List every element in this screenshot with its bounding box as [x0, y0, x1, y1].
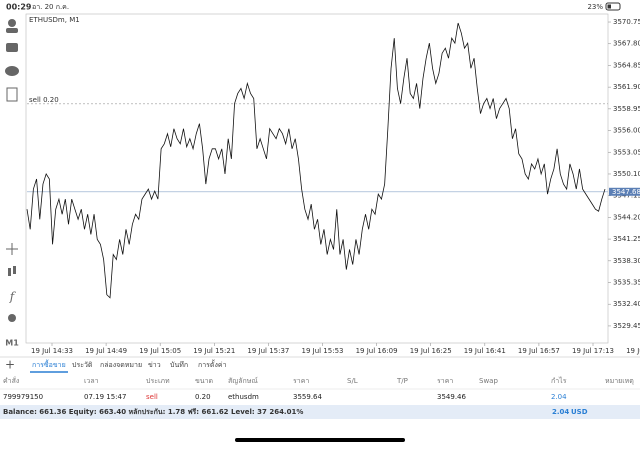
x-tick-label: 19 Jul 17:13 [572, 347, 614, 355]
icon-account-body [6, 28, 18, 33]
icon-crosshair[interactable] [6, 243, 18, 255]
x-tick-label: 19 Jul 14:33 [31, 347, 73, 355]
date: อา. 20 ก.ค. [32, 3, 69, 11]
bid-label: 3547.68 [612, 188, 640, 196]
cell: 3549.46 [437, 393, 466, 401]
column-header: ราคา [437, 377, 453, 385]
icon-trade[interactable] [6, 43, 18, 52]
x-tick-label: 19 Jul 15:37 [247, 347, 289, 355]
column-header: ขนาด [195, 377, 213, 385]
home-indicator [235, 438, 405, 442]
x-tick-label: 19 Jul 16:09 [356, 347, 398, 355]
bid-tag [609, 187, 640, 196]
y-tick-label: 3553.05 [613, 148, 640, 156]
account-summary: Balance: 661.36 Equity: 663.40 หลักประกั… [3, 408, 303, 416]
icon-chat[interactable] [5, 66, 19, 76]
column-header: Swap [479, 377, 498, 385]
plot-frame [25, 13, 609, 344]
price-line [26, 22, 606, 299]
y-tick-label: 3544.20 [613, 213, 640, 221]
x-tick-label: 19 Jul 16:25 [410, 347, 452, 355]
tab[interactable]: กล่องจดหมาย [100, 361, 142, 369]
footer-currency: USD [571, 408, 588, 416]
y-tick-label: 3556.00 [613, 127, 640, 135]
icon-account[interactable] [8, 19, 16, 27]
tab[interactable]: การซื้อขาย [32, 358, 66, 369]
y-tick-label: 3570.75 [613, 18, 640, 26]
column-header: เวลา [84, 377, 99, 385]
y-tick-label: 3564.85 [613, 61, 640, 69]
y-tick-label: 3541.25 [613, 235, 640, 243]
column-header: ราคา [293, 377, 309, 385]
cell: sell [146, 393, 158, 401]
icon-new[interactable] [6, 87, 18, 102]
icon-candles-2 [13, 266, 16, 274]
footer-bar [0, 405, 640, 419]
battery-text: 23% [587, 3, 603, 11]
y-tick-label: 3538.30 [613, 257, 640, 265]
column-header: ประเภท [146, 377, 170, 385]
icon-candles[interactable] [8, 268, 11, 276]
x-tick-label: 19 Jul 14:49 [85, 347, 127, 355]
column-header: กำไร [551, 376, 567, 385]
tab[interactable]: ข่าว [148, 361, 161, 369]
y-tick-label: 3535.35 [613, 279, 640, 287]
icon-objects[interactable] [8, 314, 16, 322]
battery-icon [605, 2, 621, 11]
x-tick-label: 19 Jul 15:53 [302, 347, 344, 355]
x-tick-label: 19 Jul 15:05 [139, 347, 181, 355]
x-tick-label: 19 Jul 16:41 [464, 347, 506, 355]
tab[interactable]: บันทึก [170, 360, 188, 369]
y-tick-label: 3558.95 [613, 105, 640, 113]
x-tick-label: 19 Jul 17:29 [626, 347, 640, 355]
clock: 00:29 [6, 3, 32, 12]
cell: ethusdm [228, 393, 259, 401]
column-header: สัญลักษณ์ [228, 377, 258, 385]
order-label: sell 0.20 [29, 96, 59, 104]
cell: 3559.64 [293, 393, 322, 401]
x-tick-label: 19 Jul 15:21 [193, 347, 235, 355]
x-tick-label: 19 Jul 16:57 [518, 347, 560, 355]
cell: 0.20 [195, 393, 211, 401]
cell: 2.04 [551, 393, 567, 401]
y-tick-label: 3561.90 [613, 83, 640, 91]
tab[interactable]: การตั้งค่า [198, 358, 227, 369]
icon-timeframe[interactable]: M1 [5, 339, 19, 348]
y-tick-label: 3529.45 [613, 322, 640, 330]
tab[interactable]: ประวัติ [72, 361, 93, 369]
column-header: หมายเหตุ [605, 377, 634, 385]
column-header: T/P [396, 377, 408, 385]
battery-level [607, 4, 611, 9]
y-tick-label: 3532.40 [613, 300, 640, 308]
cell: 799979150 [3, 393, 43, 401]
icon-indicators[interactable]: f [9, 290, 17, 304]
add-button[interactable]: + [5, 358, 15, 372]
column-header: คำสั่ง [3, 376, 19, 385]
chart-title: ETHUSDm, M1 [29, 16, 80, 24]
y-tick-label: 3550.10 [613, 170, 640, 178]
cell: 07.19 15:47 [84, 393, 126, 401]
toolbar: f M1 [5, 19, 19, 348]
footer-profit: 2.04 [552, 408, 569, 416]
column-header: S/L [347, 377, 358, 385]
y-tick-label: 3567.80 [613, 40, 640, 48]
